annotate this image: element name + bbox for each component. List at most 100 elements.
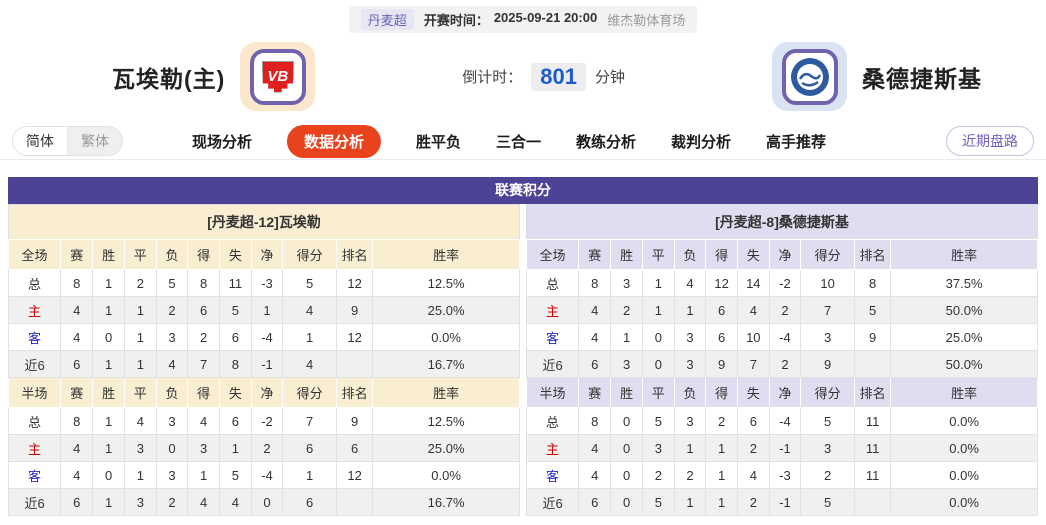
table-cell: 1: [610, 323, 643, 351]
table-row: 总 8 1 4 3 4 6 -2 7 9 12.5%: [7, 407, 520, 435]
table-cell: -3: [250, 269, 284, 297]
lang-traditional[interactable]: 繁体: [81, 133, 109, 149]
table-cell: [853, 350, 892, 378]
table-cell: 4: [736, 296, 770, 324]
table-cell: 2: [705, 407, 738, 435]
column-header: 半场: [7, 377, 62, 408]
nav-tab-1[interactable]: 现场分析: [191, 133, 252, 151]
table-cell: -1: [768, 488, 802, 516]
table-cell: 6: [218, 407, 252, 435]
column-header: 失: [218, 377, 252, 408]
nav-tab-4[interactable]: 三合一: [495, 133, 542, 151]
column-header: 失: [736, 377, 770, 408]
table-row: 主 4 1 3 0 3 1 2 6 6 25.0%: [7, 434, 520, 462]
league-badge[interactable]: 丹麦超: [360, 9, 414, 30]
table-cell: 4: [282, 350, 337, 378]
table-cell: 1: [705, 434, 738, 462]
table-cell: 1: [123, 323, 157, 351]
standings-table-away: [丹麦超-8]桑德捷斯基 全场赛胜平负得失净得分 排名 胜率总 8 3 1 4 12 14 -2 10…: [525, 204, 1038, 516]
table-cell: -1: [250, 350, 284, 378]
column-header: 负: [673, 239, 707, 270]
table-cell: 4: [155, 350, 189, 378]
table-cell: -4: [250, 461, 284, 489]
column-header: 胜: [92, 239, 125, 270]
nav-tab-6[interactable]: 裁判分析: [671, 133, 732, 151]
lang-simplified[interactable]: 简体: [13, 127, 68, 155]
table-row: 主 4 0 3 1 1 2 -1 3 11 0.0%: [525, 434, 1038, 462]
table-cell: 1: [92, 488, 125, 516]
table-cell: 8: [853, 269, 892, 297]
table-cell: 11: [853, 461, 892, 489]
table-cell: 7: [800, 296, 855, 324]
table-cell: 3: [155, 461, 189, 489]
column-header: 净: [250, 239, 284, 270]
table-cell: -3: [768, 461, 802, 489]
table-cell: 5: [218, 296, 252, 324]
column-header: 赛: [60, 239, 94, 270]
table-cell: 12.5%: [372, 269, 520, 297]
table-cell: 12: [335, 269, 374, 297]
table-cell: 9: [335, 296, 374, 324]
table-cell: 6: [218, 323, 252, 351]
table-cell: 8: [218, 350, 252, 378]
recent-odds-button[interactable]: 近期盘路: [946, 126, 1034, 156]
table-cell: 16.7%: [372, 350, 520, 378]
table-cell: 1: [282, 461, 337, 489]
nav-tab-7[interactable]: 高手推荐: [766, 133, 827, 151]
countdown-unit: 分钟: [595, 69, 626, 86]
table-cell: 1: [641, 269, 675, 297]
away-crest-icon: [790, 57, 829, 96]
table-cell: 0.0%: [372, 461, 520, 489]
nav-tab-5[interactable]: 教练分析: [576, 133, 637, 151]
table-cell: 2: [155, 296, 189, 324]
table-cell: 37.5%: [890, 269, 1038, 297]
column-header: 全场: [7, 239, 62, 270]
table-cell: 6: [736, 407, 770, 435]
table-cell: 1: [92, 269, 125, 297]
table-cell: 5: [282, 269, 337, 297]
table-cell: 4: [187, 407, 220, 435]
table-cell: 0.0%: [890, 461, 1038, 489]
table-cell: 近6: [525, 350, 580, 378]
table-cell: 7: [187, 350, 220, 378]
column-header: 平: [641, 377, 675, 408]
table-cell: 1: [250, 296, 284, 324]
table-cell: 总: [525, 407, 580, 435]
table-cell: 1: [92, 434, 125, 462]
table-cell: 总: [7, 407, 62, 435]
table-cell: 6: [187, 296, 220, 324]
column-header: 排名: [853, 239, 892, 270]
standings-body: [丹麦超-12]瓦埃勒 全场赛胜平负得失净得分 排名 胜率总 8 1 2 5 8 11 -3 5 12 1…: [7, 204, 1038, 516]
table-cell: 10: [736, 323, 770, 351]
table-cell: 0: [92, 461, 125, 489]
column-header: 得: [705, 239, 738, 270]
column-header: 胜率: [372, 239, 520, 270]
away-team-logo: [772, 42, 847, 111]
table-row: 主 4 1 1 2 6 5 1 4 9 25.0%: [7, 296, 520, 324]
table-cell: 5: [641, 488, 675, 516]
table-cell: 0: [92, 323, 125, 351]
table-cell: 9: [800, 350, 855, 378]
table-cell: 6: [335, 434, 374, 462]
standings-title: 联赛积分: [8, 177, 1038, 204]
table-cell: 总: [525, 269, 580, 297]
kickoff-time-group: 开赛时间： 2025-09-21 20:00: [424, 10, 597, 29]
home-logo-frame: VB: [249, 48, 306, 105]
table-cell: 1: [673, 434, 707, 462]
column-header: 得: [187, 239, 220, 270]
table-cell: 4: [578, 434, 612, 462]
nav-tab-2[interactable]: 数据分析: [286, 124, 381, 158]
standings-table-home: [丹麦超-12]瓦埃勒 全场赛胜平负得失净得分 排名 胜率总 8 1 2 5 8 11 -3 5 12 1…: [7, 204, 520, 516]
table-cell: 3: [610, 269, 643, 297]
nav-tab-3[interactable]: 胜平负: [415, 133, 461, 151]
table-cell: 主: [7, 434, 62, 462]
table-cell: 4: [282, 296, 337, 324]
column-header: 平: [123, 377, 157, 408]
table-cell: 0.0%: [890, 488, 1038, 516]
table-cell: 2: [673, 461, 707, 489]
table-cell: 1: [92, 407, 125, 435]
table-cell: 2: [610, 296, 643, 324]
table-cell: 5: [218, 461, 252, 489]
table-cell: 1: [218, 434, 252, 462]
